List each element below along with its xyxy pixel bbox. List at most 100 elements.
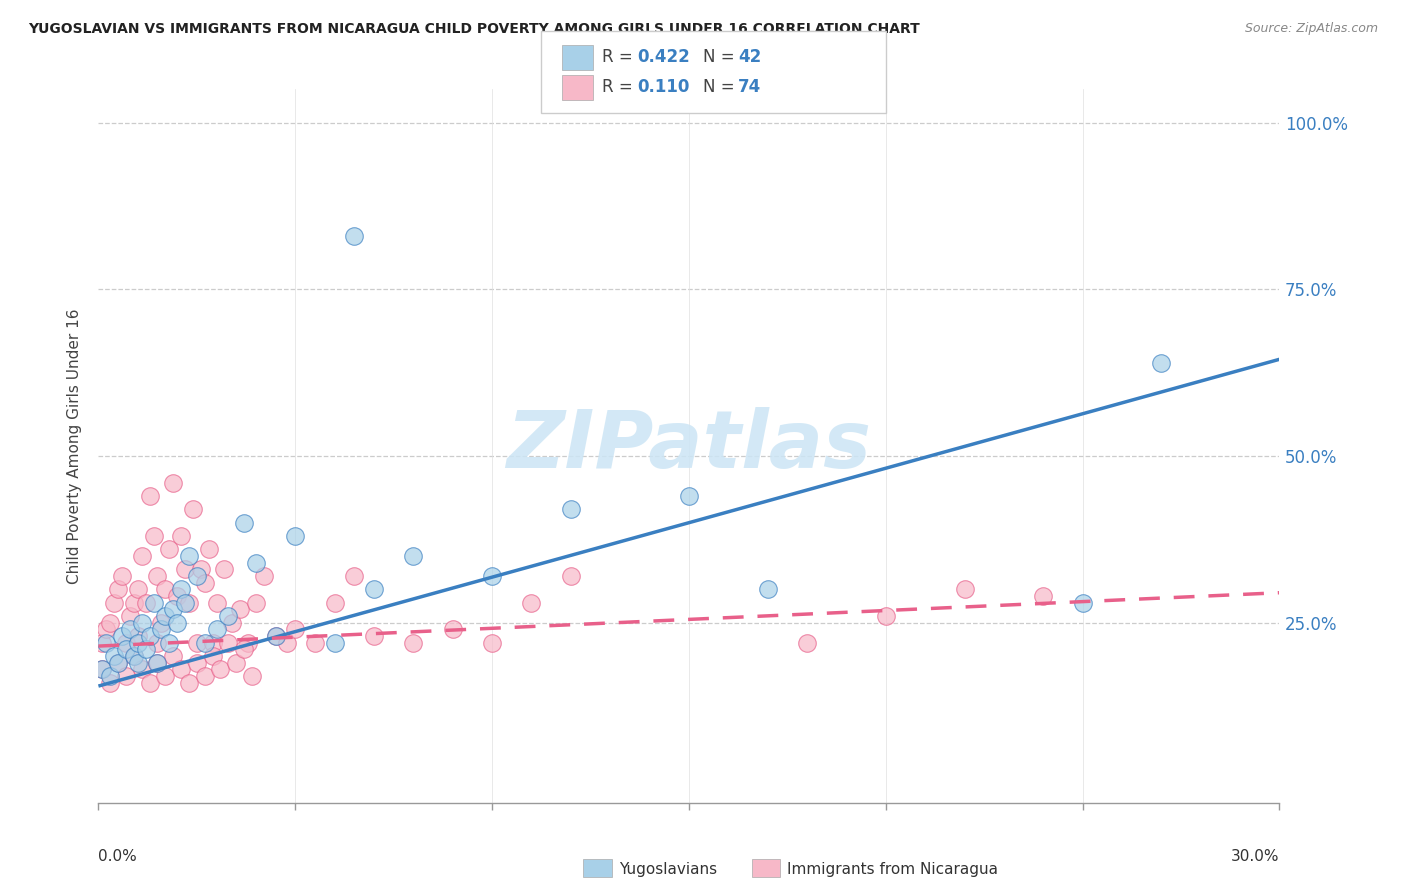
Point	[233, 642, 256, 657]
Text: R =: R =	[602, 78, 638, 96]
Point	[194, 669, 217, 683]
Point	[190, 562, 212, 576]
Point	[253, 569, 276, 583]
Point	[177, 596, 200, 610]
Point	[1150, 356, 1173, 370]
Point	[240, 669, 263, 683]
Point	[96, 636, 118, 650]
Point	[98, 615, 121, 630]
Point	[115, 636, 138, 650]
Point	[146, 569, 169, 583]
Point	[107, 582, 129, 597]
Point	[284, 529, 307, 543]
Point	[98, 669, 121, 683]
Point	[115, 642, 138, 657]
Point	[107, 656, 129, 670]
Point	[170, 529, 193, 543]
Point	[127, 656, 149, 670]
Point	[264, 629, 287, 643]
Text: Immigrants from Nicaragua: Immigrants from Nicaragua	[787, 863, 998, 877]
Point	[127, 629, 149, 643]
Point	[186, 636, 208, 650]
Point	[323, 596, 346, 610]
Text: Source: ZipAtlas.com: Source: ZipAtlas.com	[1244, 22, 1378, 36]
Point	[115, 669, 138, 683]
Point	[111, 629, 134, 643]
Point	[131, 662, 153, 676]
Text: ZIPatlas: ZIPatlas	[506, 407, 872, 485]
Point	[122, 649, 145, 664]
Text: 30.0%: 30.0%	[1232, 849, 1279, 864]
Point	[103, 649, 125, 664]
Text: Yugoslavians: Yugoslavians	[619, 863, 717, 877]
Point	[162, 475, 184, 490]
Point	[323, 636, 346, 650]
Point	[91, 636, 114, 650]
Point	[127, 636, 149, 650]
Point	[174, 596, 197, 610]
Point	[225, 656, 247, 670]
Point	[186, 569, 208, 583]
Point	[304, 636, 326, 650]
Point	[135, 596, 157, 610]
Point	[166, 589, 188, 603]
Point	[214, 562, 236, 576]
Point	[91, 662, 114, 676]
Point	[953, 582, 976, 597]
Point	[441, 623, 464, 637]
Text: YUGOSLAVIAN VS IMMIGRANTS FROM NICARAGUA CHILD POVERTY AMONG GIRLS UNDER 16 CORR: YUGOSLAVIAN VS IMMIGRANTS FROM NICARAGUA…	[28, 22, 920, 37]
Point	[1071, 596, 1094, 610]
Point	[135, 642, 157, 657]
Point	[155, 609, 177, 624]
Point	[209, 662, 232, 676]
Point	[170, 662, 193, 676]
Y-axis label: Child Poverty Among Girls Under 16: Child Poverty Among Girls Under 16	[67, 309, 83, 583]
Point	[217, 609, 239, 624]
Point	[481, 569, 503, 583]
Point	[756, 582, 779, 597]
Point	[221, 615, 243, 630]
Point	[186, 656, 208, 670]
Point	[155, 582, 177, 597]
Point	[111, 569, 134, 583]
Point	[177, 549, 200, 563]
Text: 0.422: 0.422	[637, 48, 690, 66]
Point	[181, 502, 204, 516]
Point	[174, 562, 197, 576]
Point	[122, 649, 145, 664]
Point	[146, 656, 169, 670]
Point	[229, 602, 252, 616]
Text: 74: 74	[738, 78, 762, 96]
Point	[146, 656, 169, 670]
Text: N =: N =	[703, 78, 740, 96]
Point	[402, 636, 425, 650]
Point	[284, 623, 307, 637]
Point	[201, 649, 224, 664]
Point	[197, 542, 219, 557]
Point	[131, 615, 153, 630]
Point	[217, 636, 239, 650]
Point	[170, 582, 193, 597]
Point	[138, 489, 160, 503]
Point	[205, 623, 228, 637]
Point	[796, 636, 818, 650]
Point	[363, 629, 385, 643]
Point	[678, 489, 700, 503]
Point	[155, 669, 177, 683]
Point	[162, 602, 184, 616]
Point	[343, 569, 366, 583]
Point	[875, 609, 897, 624]
Point	[205, 596, 228, 610]
Text: R =: R =	[602, 48, 638, 66]
Point	[520, 596, 543, 610]
Point	[157, 636, 180, 650]
Point	[157, 542, 180, 557]
Point	[264, 629, 287, 643]
Point	[245, 596, 267, 610]
Point	[162, 649, 184, 664]
Point	[122, 596, 145, 610]
Point	[201, 636, 224, 650]
Point	[343, 228, 366, 243]
Point	[107, 656, 129, 670]
Point	[194, 636, 217, 650]
